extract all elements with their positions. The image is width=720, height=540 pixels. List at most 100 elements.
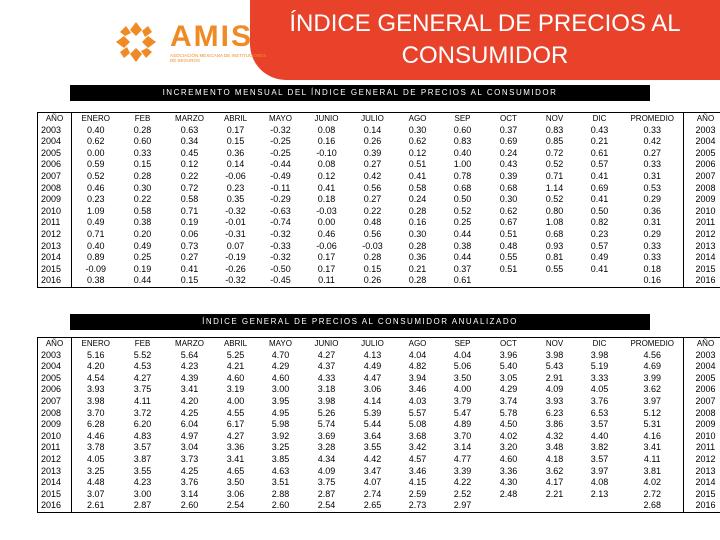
- value-cell: 3.36: [499, 465, 518, 476]
- column-header: OCT: [485, 336, 532, 350]
- value-cell: 0.28: [395, 275, 440, 288]
- year-cell: 2005: [37, 147, 72, 160]
- value-cell: 0.12: [180, 159, 199, 170]
- year-cell: 2006: [37, 384, 72, 396]
- value-cell: 4.60: [226, 372, 245, 383]
- value-cell: -0.32: [270, 124, 291, 135]
- column-header: FEB: [119, 111, 166, 125]
- table-row: 2013 3.25 3.55 4.25 4.65 4.63 4.09 3.47 3.46 3.39…: [37, 465, 720, 478]
- value-cell: 0.60: [453, 124, 472, 135]
- value-cell: 0.19: [133, 263, 152, 274]
- value-cell: 3.00: [133, 488, 152, 499]
- value-cell: 2.73: [395, 500, 440, 513]
- value-cell: 1.09: [71, 205, 120, 218]
- value-cell: 3.55: [363, 442, 382, 453]
- year-cell: 2015: [683, 263, 720, 276]
- value-cell: 0.27: [180, 252, 199, 263]
- value-cell: 3.69: [317, 430, 336, 441]
- value-cell: 0.30: [133, 182, 152, 193]
- value-cell: 0.19: [180, 217, 199, 228]
- value-cell: 4.63: [271, 465, 290, 476]
- table-row: 2006 0.59 0.15 0.12 0.14 -0.44 0.08 0.27 0.51 1.0…: [37, 159, 720, 171]
- table-row: 2011 0.49 0.38 0.19 -0.01 -0.74 0.00 0.48 0.16 0.…: [37, 217, 720, 229]
- value-cell: [577, 275, 622, 288]
- value-cell: 0.78: [453, 170, 472, 181]
- value-cell: 3.98: [545, 349, 564, 360]
- value-cell: 3.55: [133, 465, 152, 476]
- amis-logo: AMIS ASOCIACIÓN MEXICANA DE INSTITUCIONE…: [112, 18, 292, 66]
- value-cell: 4.97: [180, 430, 199, 441]
- value-cell: 0.71: [545, 170, 564, 181]
- value-cell: 4.65: [226, 465, 245, 476]
- value-cell: 0.00: [317, 217, 336, 228]
- value-cell: 2.72: [643, 488, 662, 499]
- column-header: SEP: [439, 111, 486, 125]
- value-cell: 4.15: [408, 477, 427, 488]
- value-cell: 3.98: [590, 349, 609, 360]
- year-cell: 2016: [683, 500, 720, 513]
- value-cell: 3.85: [271, 453, 290, 464]
- year-cell: 2013: [37, 465, 72, 478]
- table-row: 2003 5.16 5.52 5.64 5.25 4.70 4.27 4.13 4.04 4.04…: [37, 349, 720, 362]
- table-row: 2003 0.40 0.28 0.63 0.17 -0.32 0.08 0.14 0.30 0.6…: [37, 124, 720, 137]
- value-cell: 3.46: [408, 465, 427, 476]
- value-cell: 3.05: [499, 372, 518, 383]
- value-cell: [531, 275, 578, 288]
- value-cell: 2.87: [119, 500, 166, 513]
- value-cell: 3.98: [317, 395, 336, 406]
- value-cell: 0.55: [545, 263, 564, 274]
- value-cell: 4.39: [180, 372, 199, 383]
- value-cell: 3.75: [133, 384, 152, 395]
- value-cell: 4.09: [317, 465, 336, 476]
- value-cell: -0.32: [225, 205, 246, 216]
- value-cell: 4.82: [408, 361, 427, 372]
- value-cell: 0.06: [180, 228, 199, 239]
- value-cell: 6.04: [180, 419, 199, 430]
- value-cell: 0.41: [180, 263, 199, 274]
- value-cell: 0.83: [545, 124, 564, 135]
- monthly-increment-table: AÑO ENERO FEB MARZO ABRIL MAYO JUNIO JULIO AGO SE…: [37, 111, 720, 288]
- value-cell: 0.56: [363, 228, 382, 239]
- value-cell: 0.51: [499, 228, 518, 239]
- value-cell: 3.50: [226, 477, 245, 488]
- value-cell: 4.37: [317, 361, 336, 372]
- value-cell: 6.23: [545, 407, 564, 418]
- column-header: FEB: [119, 336, 166, 350]
- value-cell: 0.38: [453, 240, 472, 251]
- value-cell: 3.19: [226, 384, 245, 395]
- value-cell: 0.23: [71, 194, 120, 206]
- value-cell: 0.36: [226, 147, 245, 158]
- value-cell: 0.14: [363, 124, 382, 135]
- value-cell: 0.27: [363, 159, 382, 170]
- value-cell: 3.70: [71, 407, 120, 420]
- value-cell: 0.85: [545, 136, 564, 147]
- value-cell: 3.96: [499, 349, 518, 360]
- value-cell: 0.33: [643, 240, 662, 251]
- year-cell: 2005: [37, 372, 72, 385]
- value-cell: 5.64: [180, 349, 199, 360]
- year-cell: 2007: [683, 170, 720, 183]
- value-cell: 3.57: [590, 419, 609, 430]
- value-cell: 3.06: [226, 488, 245, 499]
- value-cell: 3.41: [180, 384, 199, 395]
- value-cell: 4.16: [643, 430, 662, 441]
- value-cell: 2.52: [453, 488, 472, 499]
- value-cell: 4.04: [453, 349, 472, 360]
- page-title-line-1: ÍNDICE GENERAL DE PRECIOS AL: [289, 10, 681, 37]
- value-cell: 3.82: [590, 442, 609, 453]
- amis-logo-subtext: ASOCIACIÓN MEXICANA DE INSTITUCIONES DE …: [170, 53, 267, 63]
- value-cell: 4.95: [271, 407, 290, 418]
- value-cell: 0.73: [180, 240, 199, 251]
- value-cell: 0.17: [317, 263, 336, 274]
- value-cell: 0.55: [499, 252, 518, 263]
- value-cell: 0.42: [363, 170, 382, 181]
- value-cell: 0.48: [363, 217, 382, 228]
- year-cell: 2016: [37, 500, 72, 513]
- value-cell: 3.68: [408, 430, 427, 441]
- value-cell: 0.29: [643, 228, 662, 239]
- value-cell: 1.00: [453, 159, 472, 170]
- value-cell: 3.76: [590, 395, 609, 406]
- value-cell: 4.77: [453, 453, 472, 464]
- year-cell: 2012: [37, 228, 72, 241]
- value-cell: 3.57: [133, 442, 152, 453]
